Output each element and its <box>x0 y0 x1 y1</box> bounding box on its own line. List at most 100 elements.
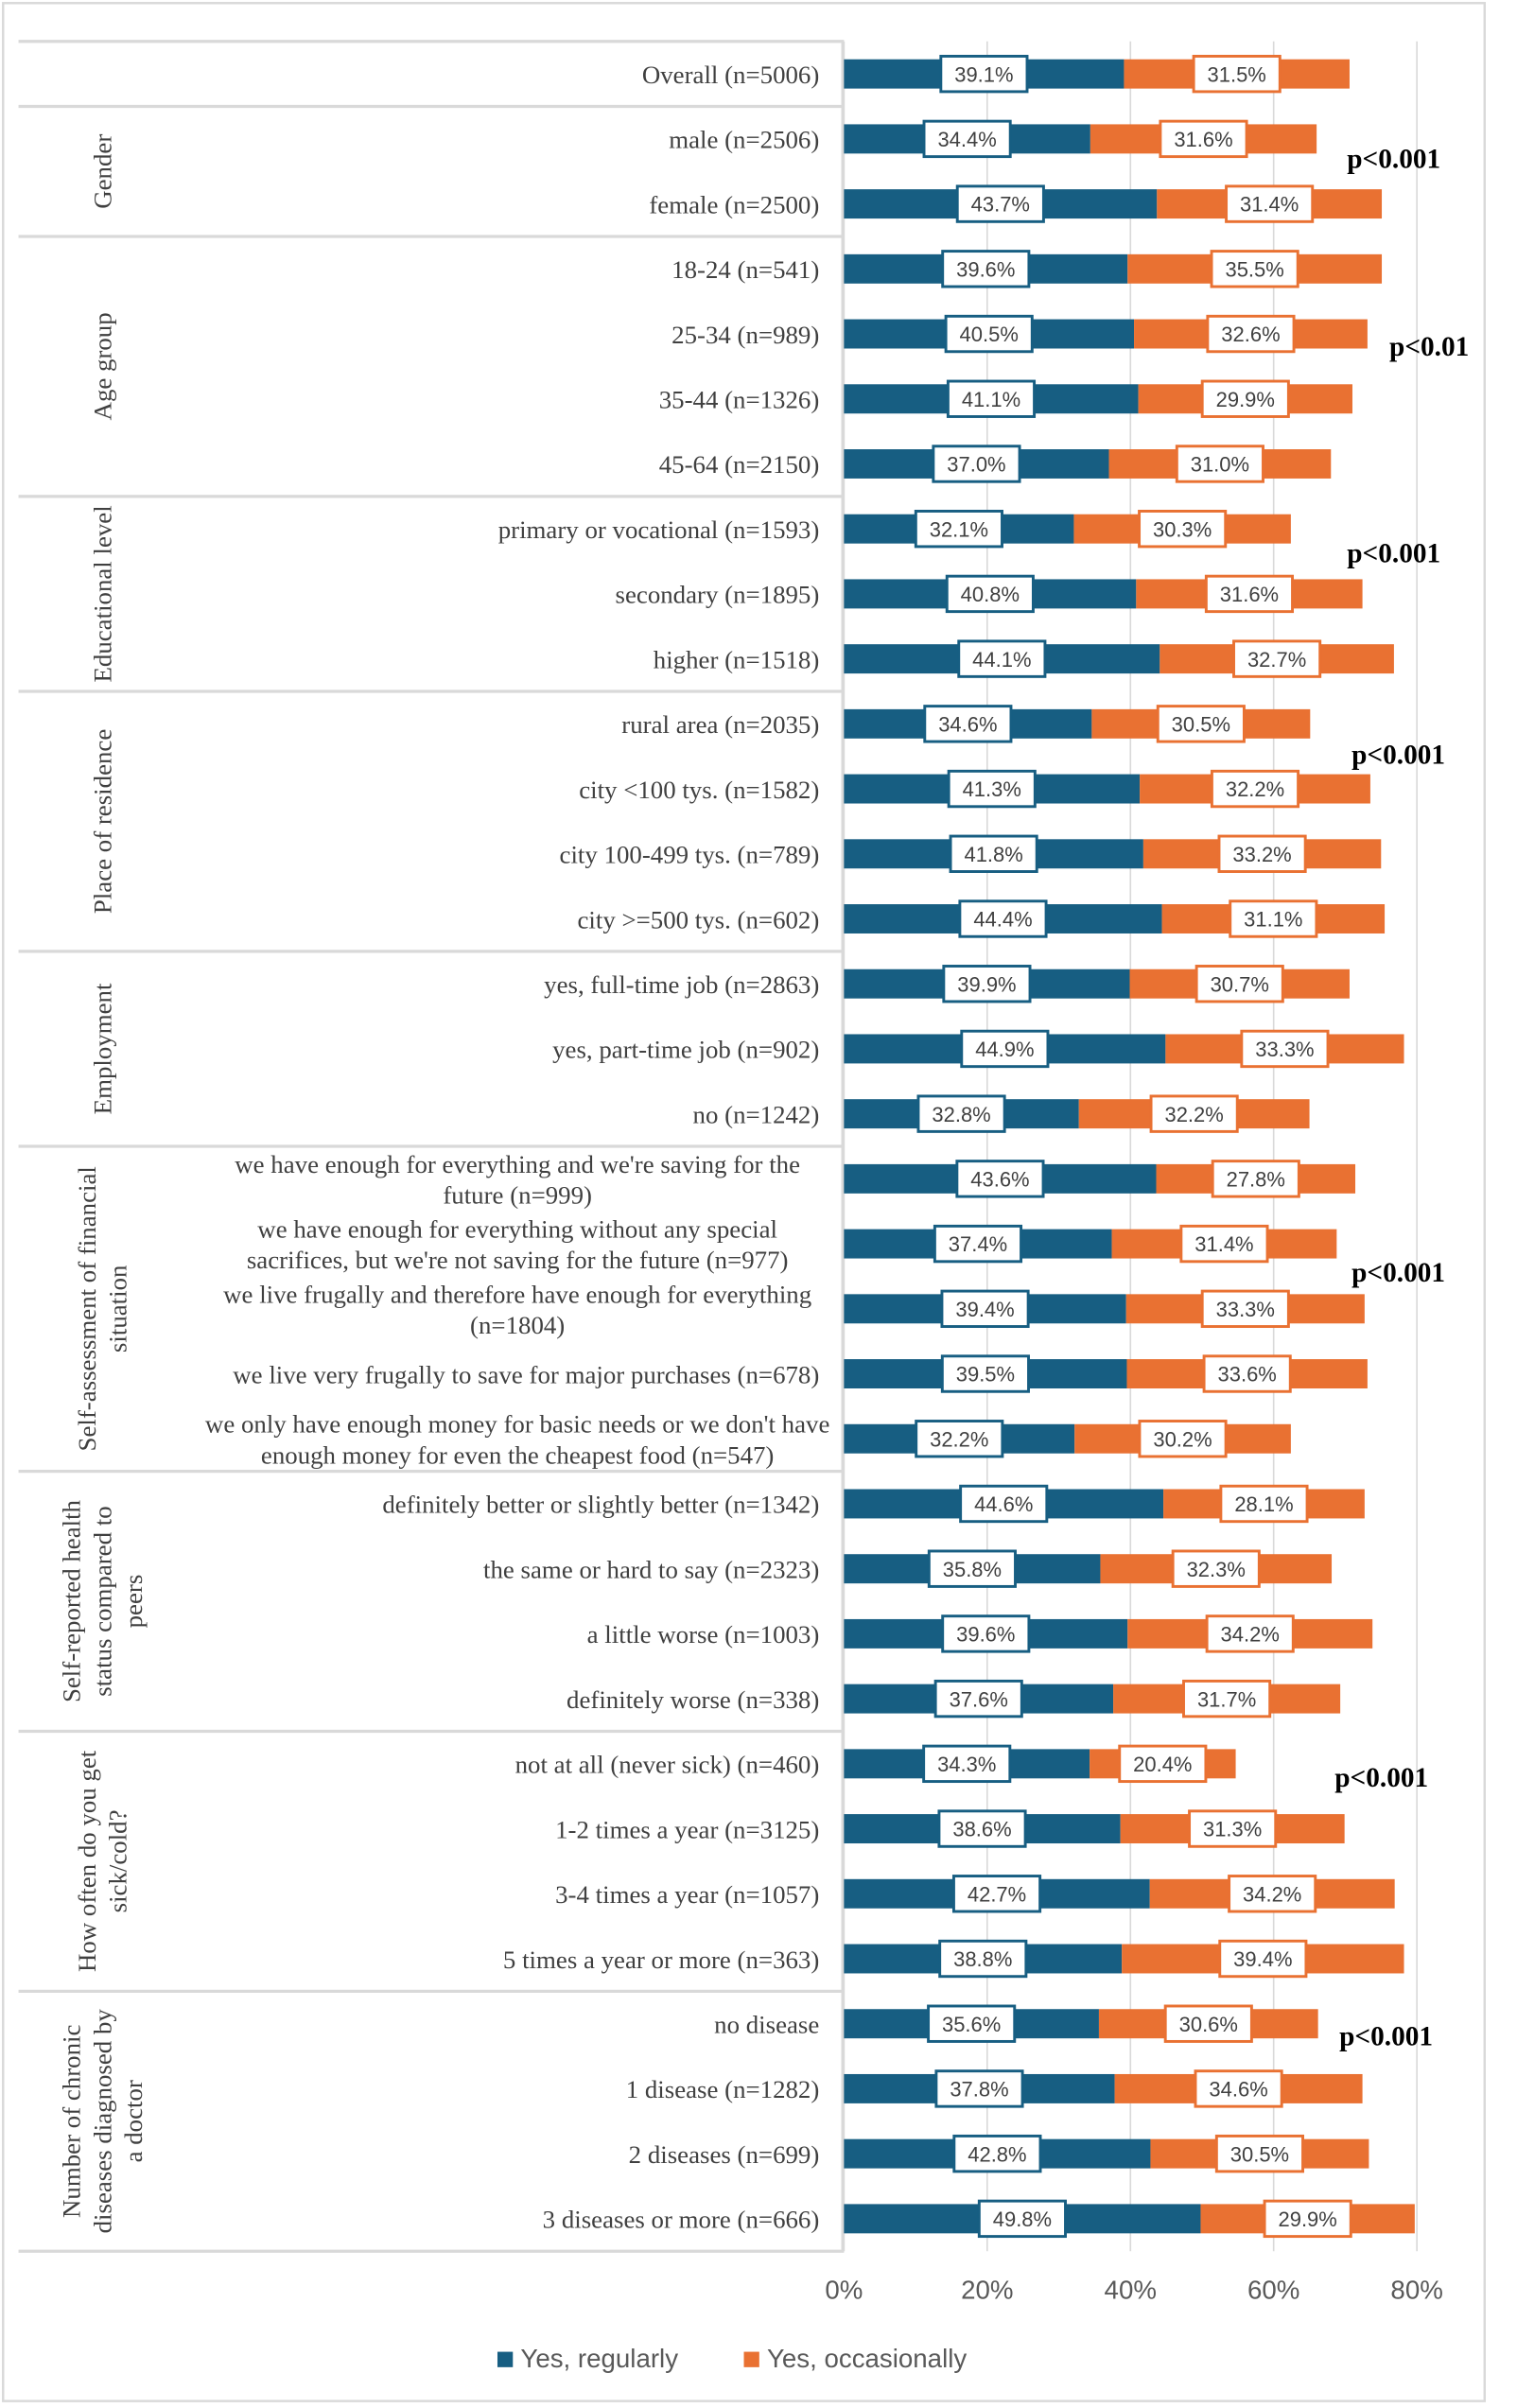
data-label-box <box>1219 1484 1309 1524</box>
category-label: definitely worse (n=338) <box>567 1685 819 1714</box>
data-label: 37.0% <box>947 453 1005 477</box>
category-label-line: we live frugally and therefore have enou… <box>223 1280 811 1308</box>
group-label: Employment <box>88 983 116 1114</box>
data-label-box <box>927 2004 1017 2043</box>
data-label: 32.7% <box>1247 648 1306 672</box>
group-label-line: status compared to <box>88 1506 116 1696</box>
data-label-box <box>1228 1875 1317 1913</box>
legend-swatch-yes-occasionally <box>743 2351 759 2367</box>
group-label-line: diseases diagnosed by <box>88 2009 116 2234</box>
category-label: 25-34 (n=989) <box>671 321 819 349</box>
group-label-line: Place of residence <box>88 729 116 914</box>
group-label-line: Self-reported health <box>58 1499 86 1702</box>
data-label-box <box>949 834 1038 873</box>
category-label: city <100 tys. (n=1582) <box>579 776 819 804</box>
data-label-box <box>923 705 1013 743</box>
x-tick-label: 20% <box>961 2276 1013 2305</box>
category-label: definitely better or slightly better (n=… <box>382 1491 819 1519</box>
data-label-box <box>1202 1354 1292 1393</box>
group-label-line: Employment <box>88 983 116 1114</box>
data-label: 32.2% <box>930 1427 988 1451</box>
data-label-box <box>1263 2199 1352 2239</box>
category-label: primary or vocational (n=1593) <box>498 515 820 544</box>
data-label-box <box>937 1809 1027 1848</box>
data-label-box <box>1163 2004 1253 2043</box>
category-label-line: (n=1804) <box>470 1311 565 1339</box>
data-label-box <box>944 314 1034 354</box>
category-label: higher (n=1518) <box>654 645 820 673</box>
data-label: 35.8% <box>943 1558 1002 1581</box>
category-label: yes, part-time job (n=902) <box>552 1036 819 1064</box>
category-label: we live frugally and therefore have enou… <box>223 1280 811 1339</box>
data-label: 38.8% <box>953 1947 1012 1971</box>
group-label: Place of residence <box>88 729 116 914</box>
data-label: 32.8% <box>932 1103 990 1126</box>
category-label: 1 disease (n=1282) <box>626 2075 820 2103</box>
data-label-box <box>1118 1744 1208 1784</box>
data-label-box <box>1200 1289 1290 1329</box>
data-label: 37.8% <box>950 2078 1008 2102</box>
category-label: secondary (n=1895) <box>616 581 820 609</box>
data-label: 39.4% <box>1233 1947 1292 1971</box>
data-label-box <box>1229 899 1318 938</box>
data-label: 29.9% <box>1216 388 1275 411</box>
data-label: 35.5% <box>1225 257 1283 281</box>
data-label-box <box>1200 379 1290 418</box>
data-label: 44.4% <box>973 908 1032 932</box>
data-label: 44.9% <box>975 1038 1034 1061</box>
category-label: a little worse (n=1003) <box>587 1620 820 1649</box>
data-label-box <box>939 54 1029 94</box>
data-label-box <box>1171 1549 1261 1588</box>
category-label-line: future (n=999) <box>443 1180 592 1209</box>
data-label: 39.5% <box>956 1363 1015 1387</box>
data-label-box <box>1205 1614 1295 1653</box>
group-label-line: Number of chronic <box>58 2025 86 2218</box>
data-label: 49.8% <box>993 2207 1052 2231</box>
group-label-line: Gender <box>88 134 116 209</box>
data-label: 39.6% <box>956 257 1015 281</box>
data-label-box <box>927 1549 1017 1588</box>
data-label-box <box>1210 769 1300 809</box>
data-label: 42.8% <box>968 2142 1026 2166</box>
group-label-line: situation <box>104 1265 132 1352</box>
data-label-box <box>940 1354 1030 1393</box>
group-label: Age group <box>88 312 116 420</box>
group-label-line: Educational level <box>88 505 116 682</box>
category-label: female (n=2500) <box>649 190 819 218</box>
data-label-box <box>958 899 1048 938</box>
data-label: 31.0% <box>1191 453 1249 477</box>
group-label-line: sick/cold? <box>104 1809 132 1912</box>
data-label: 34.6% <box>938 712 997 736</box>
group-label-line: How often do you get <box>73 1750 101 1972</box>
group-label: How often do you get sick/cold? <box>73 1750 132 1972</box>
data-label-box <box>1179 1224 1269 1264</box>
data-label-box <box>1206 314 1296 354</box>
data-label: 30.2% <box>1153 1427 1212 1451</box>
data-label-box <box>1214 2134 1304 2173</box>
category-label: 18-24 (n=541) <box>671 255 819 284</box>
data-label: 35.6% <box>942 2013 1001 2036</box>
category-label-line: we have enough for everything and we're … <box>235 1150 800 1178</box>
p-value-annotation: p<0.001 <box>1347 538 1440 568</box>
data-label: 44.1% <box>972 648 1031 672</box>
data-label: 41.1% <box>962 388 1020 411</box>
category-label: 5 times a year or more (n=363) <box>503 1946 819 1974</box>
group-label: Educational level <box>88 505 116 682</box>
data-label-box <box>942 965 1032 1003</box>
data-label-box <box>1175 445 1264 483</box>
data-label: 40.5% <box>960 323 1019 346</box>
data-label: 30.6% <box>1179 2013 1238 2036</box>
data-label: 33.3% <box>1255 1038 1314 1061</box>
data-label-box <box>1159 119 1248 159</box>
category-label: 35-44 (n=1326) <box>659 386 820 414</box>
chart-border <box>2 2 1487 2402</box>
data-label: 40.8% <box>961 583 1020 606</box>
category-label-line: we only have enough money for basic need… <box>205 1410 829 1439</box>
data-label: 34.2% <box>1221 1623 1280 1647</box>
legend-label: Yes, regularly <box>520 2344 678 2373</box>
data-label-box <box>933 1224 1023 1264</box>
data-label: 30.5% <box>1172 712 1230 736</box>
data-label: 31.4% <box>1194 1232 1253 1256</box>
category-label: Overall (n=5006) <box>642 61 819 89</box>
category-label: the same or hard to say (n=2323) <box>483 1555 819 1583</box>
